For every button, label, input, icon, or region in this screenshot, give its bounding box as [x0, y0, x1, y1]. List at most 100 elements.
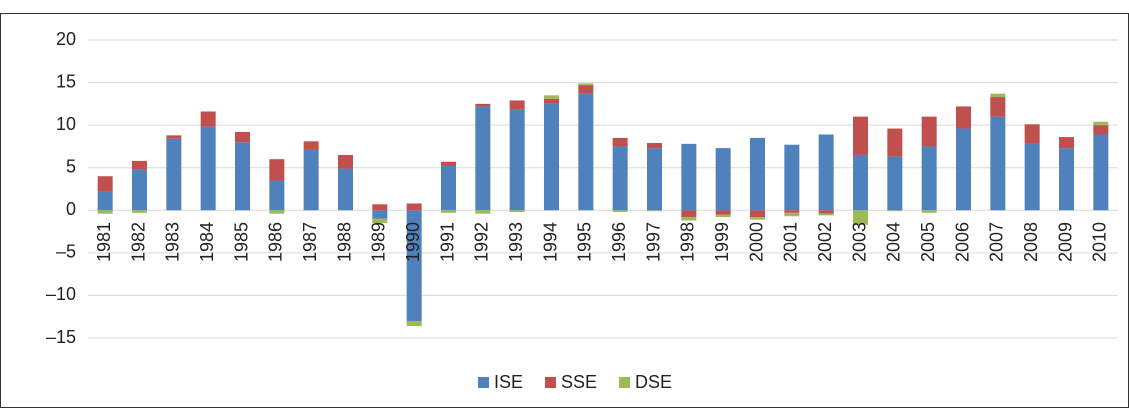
x-tick-label: 1993 [506, 222, 526, 262]
bar-segment [509, 100, 525, 110]
x-tick-label: 1981 [94, 222, 114, 262]
bar-segment [544, 103, 559, 211]
x-tick-label: 2004 [884, 222, 904, 262]
bar-segment [509, 210, 525, 212]
bar-segment [715, 148, 731, 211]
bar-segment [406, 203, 422, 211]
bar-segment [681, 217, 697, 221]
bar-segment [475, 106, 491, 211]
x-tick-label: 2009 [1055, 222, 1075, 262]
bar-segment [1059, 137, 1074, 149]
x-tick-label: 1984 [197, 222, 217, 262]
bar-segment [303, 148, 319, 211]
x-tick-label: 1989 [369, 222, 389, 262]
bar-segment [853, 210, 868, 225]
bar-segment [1059, 148, 1074, 211]
bar-segment [97, 210, 113, 214]
x-tick-label: 1990 [403, 222, 423, 262]
x-tick-label: 1987 [300, 222, 320, 262]
bar-segment [921, 146, 937, 211]
y-tick-label: 20 [56, 29, 76, 49]
bar-segment [372, 204, 388, 211]
legend-label: DSE [635, 372, 672, 392]
bar-segment [475, 103, 491, 107]
x-tick-label: 2007 [987, 222, 1007, 262]
bar-segment [200, 126, 216, 211]
bar-segment [235, 142, 250, 211]
bar-segment [1024, 143, 1040, 211]
bar-segment [853, 116, 868, 155]
x-tick-label: 1998 [678, 222, 698, 262]
bar-segment [990, 116, 1006, 211]
bar-segment [200, 111, 216, 127]
bar-segment [578, 85, 594, 94]
bar-segment [818, 134, 834, 211]
bar-segment [921, 116, 937, 147]
bar-segment [853, 154, 868, 211]
y-tick-label: –10 [46, 284, 76, 304]
bar-segment [578, 93, 594, 211]
bar-segment [269, 210, 285, 214]
x-tick-label: 2005 [918, 222, 938, 262]
bar-segment [990, 93, 1006, 98]
bar-segment [132, 210, 147, 213]
x-tick-label: 2001 [781, 222, 801, 262]
legend-swatch [545, 377, 557, 388]
bar-segment [578, 83, 594, 86]
bar-segment [921, 210, 937, 213]
x-tick-label: 2003 [849, 222, 869, 262]
bar-segment [441, 161, 456, 167]
bar-segment [475, 210, 491, 214]
bar-segment [715, 214, 731, 218]
bar-segment [509, 109, 525, 211]
bar-segment [303, 141, 319, 149]
bar-segment [406, 320, 422, 327]
bar-segment [1024, 124, 1040, 144]
bar-segment [715, 210, 731, 215]
bar-segment [338, 154, 353, 169]
bar-segment [544, 98, 559, 104]
y-tick-label: –15 [46, 327, 76, 347]
bar-segment [97, 176, 113, 192]
bar-segment [887, 210, 903, 212]
bar-segment [784, 210, 800, 213]
bar-segment [372, 210, 388, 219]
x-tick-label: 1996 [609, 222, 629, 262]
bar-segment [956, 106, 971, 129]
x-tick-label: 1986 [266, 222, 286, 262]
y-tick-label: 0 [66, 199, 76, 219]
bar-segment [647, 210, 662, 212]
x-tick-label: 1985 [231, 222, 251, 262]
bar-segment [338, 168, 353, 211]
bar-segment [1093, 134, 1109, 211]
bar-segment [681, 143, 697, 211]
legend-swatch [619, 377, 631, 388]
bar-segment [818, 210, 834, 214]
bar-segment [750, 210, 765, 218]
bar-segment [1093, 125, 1109, 135]
bar-segment [647, 143, 662, 149]
y-tick-label: 15 [56, 71, 76, 91]
bar-segment [441, 166, 456, 211]
x-tick-label: 2000 [746, 222, 766, 262]
x-tick-label: 1988 [334, 222, 354, 262]
bar-segment [612, 137, 628, 147]
x-tick-label: 1991 [437, 222, 457, 262]
bar-segment [818, 213, 834, 216]
bar-segment [750, 217, 765, 220]
legend-swatch [478, 377, 489, 388]
bar-segment [269, 180, 285, 211]
x-tick-label: 2002 [815, 222, 835, 262]
bar-segment [441, 210, 456, 213]
y-tick-label: 5 [66, 156, 76, 176]
bar-segment [612, 146, 628, 211]
x-tick-label: 1994 [540, 222, 560, 262]
bar-segment [372, 218, 388, 224]
bar-segment [887, 156, 903, 211]
bar-segment [235, 131, 250, 143]
bar-segment [269, 159, 285, 181]
bar-segment [784, 212, 800, 217]
bar-segment [132, 169, 147, 211]
bar-segment [406, 210, 422, 321]
